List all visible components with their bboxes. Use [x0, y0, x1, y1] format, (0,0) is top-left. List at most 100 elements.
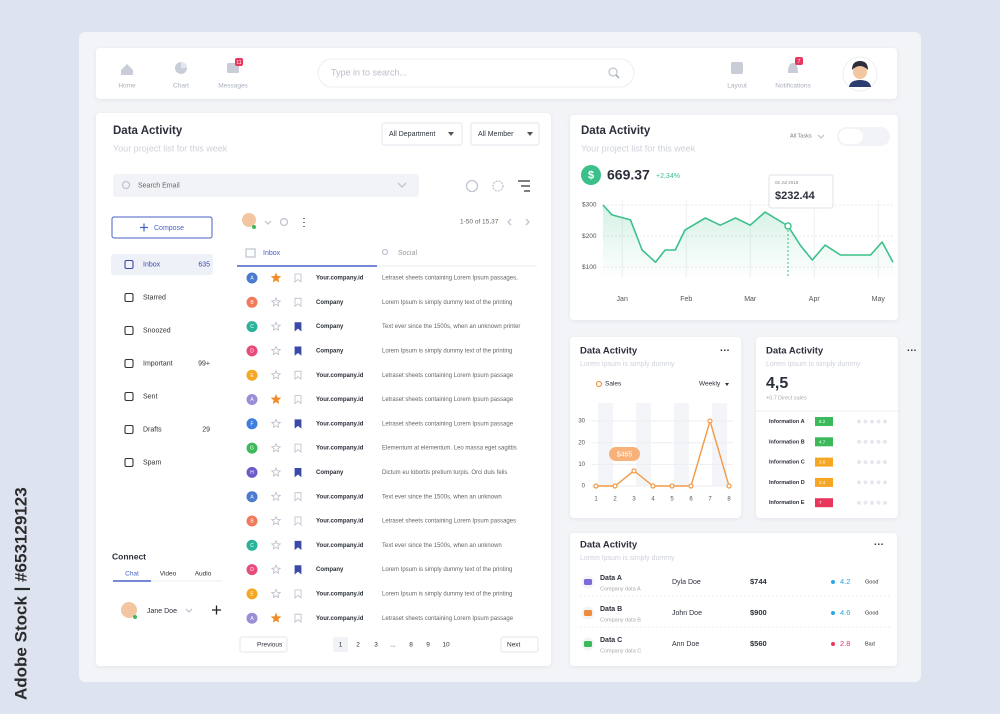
tab-label[interactable]: Social [398, 250, 418, 257]
email-snippet[interactable]: Letraset sheets containing Lorem Ipsum p… [382, 373, 514, 379]
star-icon[interactable] [270, 491, 282, 502]
search-icon[interactable] [608, 67, 618, 77]
sender-name[interactable]: Your.company.id [316, 397, 364, 403]
page-number[interactable]: 1 [339, 642, 343, 649]
folder-label[interactable]: Snoozed [143, 327, 171, 334]
sender-name[interactable]: Company [316, 324, 344, 330]
star-icon[interactable] [270, 272, 282, 283]
bookmark-icon[interactable] [294, 346, 302, 356]
compose-button[interactable] [111, 216, 213, 239]
tab-label[interactable]: Inbox [263, 250, 281, 257]
bookmark-icon[interactable] [294, 370, 302, 381]
star-icon[interactable] [270, 564, 282, 575]
bookmark-icon[interactable] [294, 273, 302, 283]
bookmark-icon[interactable] [294, 540, 302, 551]
home-icon[interactable] [121, 64, 133, 75]
period-filter[interactable]: Weekly [699, 381, 721, 388]
bookmark-icon[interactable] [294, 492, 302, 502]
bell-icon[interactable] [788, 63, 798, 73]
star-icon[interactable] [270, 515, 282, 526]
email-snippet[interactable]: Lorem Ipsum is simply dummy text of the … [382, 567, 512, 573]
email-snippet[interactable]: Letraset sheets containing Lorem Ipsum p… [382, 397, 514, 403]
sender-name[interactable]: Company [316, 567, 344, 573]
bookmark-icon[interactable] [294, 419, 302, 429]
filter-label[interactable]: All Department [389, 131, 435, 138]
star-icon[interactable] [270, 442, 282, 453]
sender-name[interactable]: Company [316, 348, 344, 354]
folder-label[interactable]: Spam [143, 459, 161, 466]
settings-icon[interactable] [492, 180, 504, 192]
page-arrows[interactable] [507, 218, 530, 226]
folder-label[interactable]: Inbox [143, 261, 161, 268]
previous-button[interactable] [239, 636, 288, 653]
nav-label[interactable]: Chart [173, 83, 189, 90]
next-label[interactable]: Next [507, 642, 521, 649]
sort-icon[interactable] [518, 180, 530, 192]
folder-label[interactable]: Important [143, 360, 173, 367]
connect-tab[interactable]: Audio [195, 571, 212, 578]
folder-label[interactable]: Sent [143, 393, 157, 400]
star-icon[interactable] [270, 466, 282, 477]
email-snippet[interactable]: Text ever since the 1500s, when an unkno… [382, 543, 502, 549]
email-snippet[interactable]: Letraset sheets containing Lorem Ipsum p… [382, 276, 518, 282]
email-snippet[interactable]: Text ever since the 1500s, when an unkno… [382, 324, 520, 330]
connect-tab[interactable]: Chat [125, 571, 139, 578]
folder-label[interactable]: Drafts [143, 426, 162, 433]
task-filter[interactable]: All Tasks [790, 133, 812, 139]
folder-label[interactable]: Starred [143, 294, 166, 301]
jane-avatar[interactable] [121, 602, 137, 618]
star-icon[interactable] [270, 612, 282, 623]
bookmark-icon[interactable] [294, 322, 302, 332]
member-filter[interactable] [470, 122, 540, 146]
sender-name[interactable]: Company [316, 300, 344, 306]
sender-name[interactable]: Your.company.id [316, 616, 364, 622]
bookmark-icon[interactable] [294, 589, 302, 599]
bookmark-icon[interactable] [294, 565, 302, 575]
bookmark-icon[interactable] [294, 613, 302, 624]
page-number[interactable]: ... [390, 642, 396, 649]
sender-name[interactable]: Your.company.id [316, 543, 364, 549]
sender-name[interactable]: Your.company.id [316, 421, 364, 427]
email-snippet[interactable]: Letraset sheets containing Lorem Ipsum p… [382, 421, 514, 427]
email-snippet[interactable]: Lorem Ipsum is simply dummy text of the … [382, 300, 512, 306]
next-button[interactable] [500, 636, 539, 653]
page-number[interactable]: 8 [409, 642, 413, 649]
refresh-icon[interactable] [279, 217, 289, 227]
table-more[interactable]: ··· [874, 540, 884, 551]
nav-label[interactable]: Home [118, 83, 136, 90]
account-arrow[interactable] [264, 220, 272, 225]
help-icon[interactable] [465, 179, 479, 193]
star-icon[interactable] [270, 296, 282, 307]
page-number[interactable]: 9 [426, 642, 430, 649]
nav-label[interactable]: Layout [727, 83, 747, 90]
search-box[interactable] [317, 58, 635, 88]
star-icon[interactable] [270, 588, 282, 599]
search-placeholder[interactable]: Type in to search... [331, 67, 407, 77]
layout-icon[interactable] [731, 62, 743, 74]
sender-name[interactable]: Your.company.id [316, 373, 364, 379]
email-snippet[interactable]: Dictum eu lobortis pretium turpis. Orci … [382, 470, 507, 476]
bookmark-icon[interactable] [294, 516, 302, 526]
bookmark-icon[interactable] [294, 297, 302, 308]
email-snippet[interactable]: Letraset sheets containing Lorem Ipsum p… [382, 519, 516, 525]
compose-label[interactable]: Compose [154, 225, 184, 232]
sender-name[interactable]: Your.company.id [316, 494, 364, 500]
page-number[interactable]: 10 [442, 642, 450, 649]
bookmark-icon[interactable] [294, 468, 302, 478]
bookmark-icon[interactable] [294, 395, 302, 405]
star-icon[interactable] [270, 369, 282, 380]
email-snippet[interactable]: Elementum at elementum. Leo massa eget s… [382, 446, 517, 452]
sender-name[interactable]: Your.company.id [316, 519, 364, 525]
sender-name[interactable]: Your.company.id [316, 276, 364, 282]
add-contact[interactable] [212, 605, 221, 615]
stats-more[interactable]: ··· [907, 346, 917, 357]
star-icon[interactable] [270, 539, 282, 550]
tasks-arrow[interactable] [817, 134, 825, 139]
jane-arrow[interactable] [185, 608, 193, 613]
account-avatar[interactable] [242, 213, 256, 227]
star-icon[interactable] [270, 321, 282, 332]
page-number[interactable]: 3 [374, 642, 378, 649]
email-search[interactable] [113, 174, 419, 197]
contact-name[interactable]: Jane Doe [147, 608, 177, 615]
sender-name[interactable]: Company [316, 470, 344, 476]
